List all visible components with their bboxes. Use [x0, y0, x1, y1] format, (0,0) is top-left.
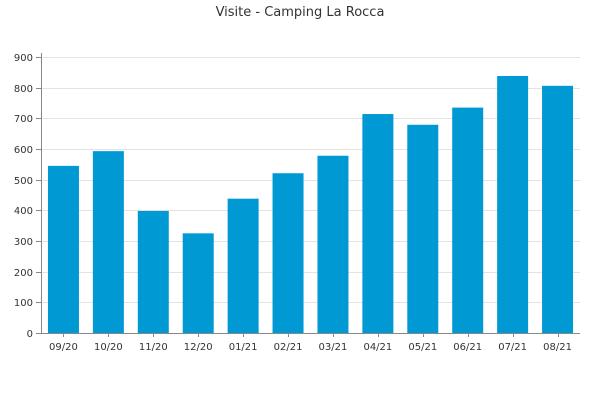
- x-tick-label: 09/20: [49, 342, 78, 353]
- bar-06-21: [452, 107, 484, 333]
- y-tick-label: 700: [14, 114, 33, 125]
- x-tick-label: 06/21: [453, 342, 482, 353]
- x-tick-label: 07/21: [498, 342, 527, 353]
- bar-05-21: [407, 124, 439, 333]
- y-tick-label: 300: [14, 237, 33, 248]
- x-tick-label: 10/20: [94, 342, 123, 353]
- bar-09-20: [47, 165, 79, 333]
- x-tick-label: 02/21: [274, 342, 303, 353]
- x-tick-label: 12/20: [184, 342, 213, 353]
- bars: [47, 76, 574, 334]
- y-tick-labels: 0 100 200 300 400 500 600 700 800 900: [14, 53, 33, 340]
- x-tick-labels: 09/20 10/20 11/20 12/20 01/21 02/21 03/21 04/21…: [49, 342, 572, 353]
- x-tick-label: 04/21: [363, 342, 392, 353]
- bar-03-21: [317, 155, 349, 333]
- x-tick-label: 05/21: [408, 342, 437, 353]
- y-tick-label: 800: [14, 84, 33, 95]
- bar-02-21: [272, 173, 304, 333]
- bar-08-21: [542, 85, 574, 334]
- y-tick-label: 900: [14, 53, 33, 64]
- gridlines: [41, 57, 580, 303]
- bar-04-21: [362, 114, 394, 333]
- axes: [36, 53, 580, 337]
- x-tick-label: 01/21: [229, 342, 258, 353]
- x-tick-label: 08/21: [543, 342, 572, 353]
- y-tick-label: 100: [14, 298, 33, 309]
- bar-11-20: [137, 210, 169, 333]
- bar-01-21: [227, 198, 259, 333]
- bar-10-20: [92, 151, 124, 333]
- y-tick-label: 200: [14, 268, 33, 279]
- x-tick-label: 03/21: [319, 342, 348, 353]
- y-tick-label: 500: [14, 176, 33, 187]
- bar-07-21: [497, 76, 529, 333]
- y-tick-label: 600: [14, 145, 33, 156]
- y-tick-label: 0: [27, 329, 33, 340]
- x-tick-label: 11/20: [139, 342, 168, 353]
- chart-title: Visite - Camping La Rocca: [216, 5, 385, 20]
- y-tick-label: 400: [14, 206, 33, 217]
- bar-12-20: [182, 233, 214, 333]
